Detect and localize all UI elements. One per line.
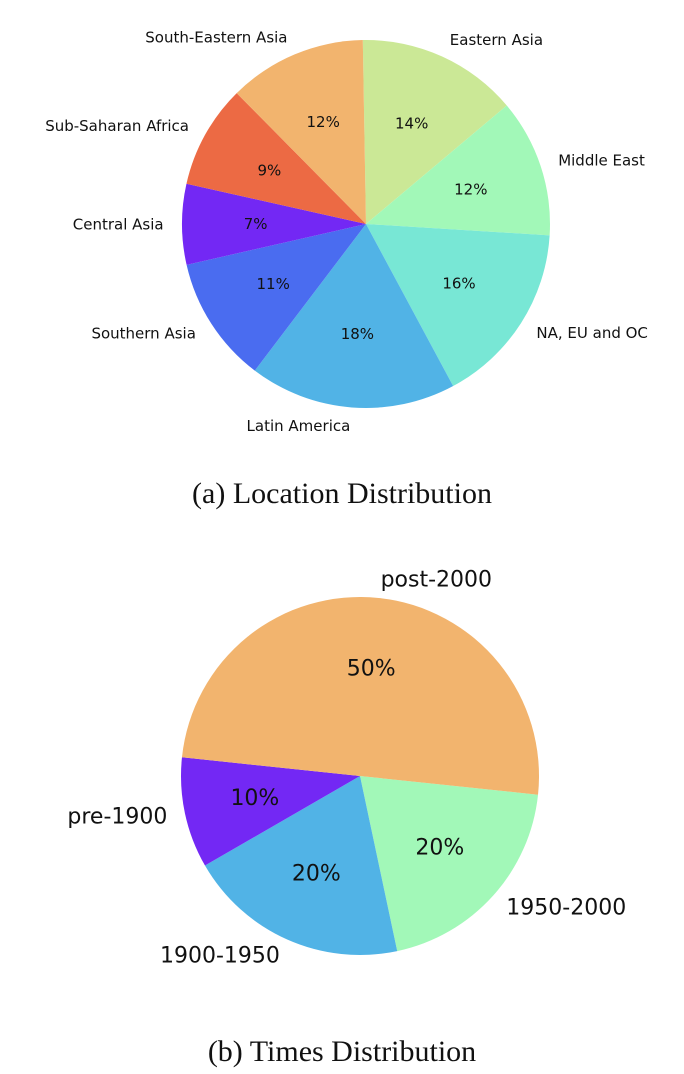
pie-slice-pre-1900 bbox=[180, 757, 360, 866]
slice-label-post-2000: post-2000 bbox=[381, 568, 492, 593]
pct-label-southern-asia: 11% bbox=[257, 275, 290, 293]
slice-label-na-eu-and-oc: NA, EU and OC bbox=[536, 324, 648, 342]
pct-label-central-asia: 7% bbox=[244, 215, 268, 233]
pct-label-middle-east: 12% bbox=[454, 180, 487, 198]
pct-label-1900-1950: 20% bbox=[292, 862, 341, 887]
slice-label-latin-america: Latin America bbox=[247, 417, 351, 435]
location-pie-chart: 14% Eastern Asia 12% Middle East 16% NA, EU a… bbox=[45, 28, 648, 434]
slice-label-south-eastern-asia: South-Eastern Asia bbox=[145, 28, 287, 46]
pie-slice-na-eu-and-oc bbox=[366, 224, 550, 387]
pct-label-sub-saharan-africa: 9% bbox=[258, 162, 282, 180]
pct-label-post-2000: 50% bbox=[347, 657, 396, 682]
slice-label-middle-east: Middle East bbox=[558, 152, 645, 170]
pie-slice-1950-2000 bbox=[360, 776, 539, 952]
pie-slice-middle-east bbox=[366, 105, 551, 236]
pct-label-south-eastern-asia: 12% bbox=[307, 113, 340, 131]
pct-label-1950-2000: 20% bbox=[415, 835, 464, 860]
times-pie-chart: 20% 1950-2000 20% 1900-1950 10% pre-1900 50% po… bbox=[67, 568, 626, 969]
slice-label-southern-asia: Southern Asia bbox=[91, 325, 195, 343]
slice-label-1900-1950: 1900-1950 bbox=[160, 943, 280, 968]
slice-label-pre-1900: pre-1900 bbox=[67, 804, 167, 829]
pie-slice-1900-1950 bbox=[204, 776, 398, 956]
pct-label-latin-america: 18% bbox=[341, 325, 374, 343]
pie-slice-latin-america bbox=[254, 224, 454, 409]
slice-label-central-asia: Central Asia bbox=[73, 215, 164, 233]
times-caption: (b) Times Distribution bbox=[208, 1035, 476, 1068]
pie-slice-southern-asia bbox=[186, 224, 366, 371]
pie-slice-eastern-asia bbox=[362, 40, 507, 225]
pct-label-na-eu-and-oc: 16% bbox=[442, 275, 475, 293]
pct-label-pre-1900: 10% bbox=[230, 786, 279, 811]
pct-label-eastern-asia: 14% bbox=[395, 115, 428, 133]
pie-slice-central-asia bbox=[182, 183, 366, 265]
slice-label-eastern-asia: Eastern Asia bbox=[450, 31, 543, 49]
slice-label-1950-2000: 1950-2000 bbox=[506, 895, 626, 920]
location-caption: (a) Location Distribution bbox=[192, 477, 492, 510]
pie-slice-south-eastern-asia bbox=[236, 40, 366, 224]
pie-slice-post-2000 bbox=[181, 596, 540, 795]
pie-slice-sub-saharan-africa bbox=[186, 93, 366, 224]
slice-label-sub-saharan-africa: Sub-Saharan Africa bbox=[45, 117, 189, 135]
